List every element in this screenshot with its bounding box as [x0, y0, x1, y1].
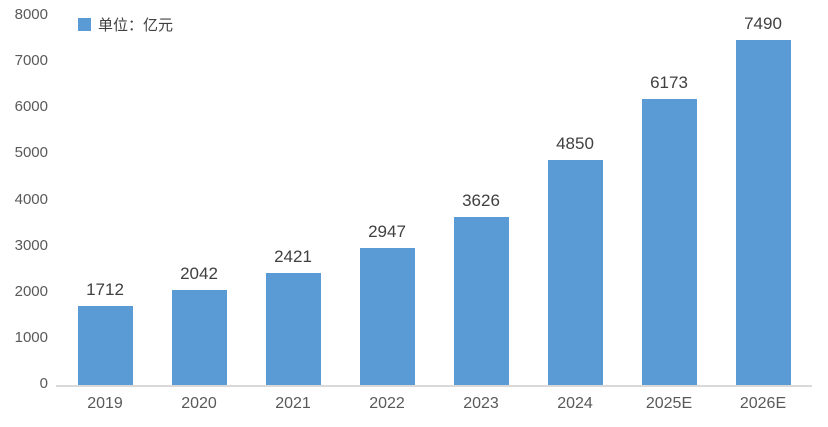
bar-group: 7490 — [716, 14, 810, 385]
x-tick-label: 2023 — [463, 395, 499, 412]
legend-swatch-icon — [78, 18, 91, 31]
y-tick-label: 4000 — [14, 190, 48, 208]
bar — [453, 216, 509, 385]
x-tick-label: 2021 — [275, 395, 311, 412]
plot-area: 1712 2042 2421 2947 3626 4850 6173 7490 — [58, 14, 810, 385]
y-axis: 8000 7000 6000 5000 4000 3000 2000 1000 0 — [0, 6, 48, 392]
y-tick-label: 5000 — [14, 144, 48, 162]
y-tick-label: 6000 — [14, 98, 48, 116]
bar — [265, 272, 321, 385]
x-axis: 2019 2020 2021 2022 2023 2024 2025E 2026… — [58, 395, 810, 413]
bar-value-label: 6173 — [650, 72, 688, 92]
bar — [547, 160, 603, 385]
legend-label: 单位：亿元 — [98, 17, 174, 34]
bar-group: 1712 — [58, 14, 152, 385]
bar-group: 4850 — [528, 14, 622, 385]
bar — [359, 248, 415, 385]
x-tick-label: 2020 — [181, 395, 217, 412]
x-tick-label: 2025E — [645, 395, 693, 412]
bar — [171, 290, 227, 385]
bar — [77, 305, 133, 385]
y-tick-label: 0 — [39, 375, 48, 392]
x-axis-line — [56, 385, 812, 387]
x-tick-label: 2022 — [369, 395, 405, 412]
y-tick-label: 3000 — [14, 236, 48, 254]
y-tick-label: 2000 — [14, 282, 48, 300]
bar-value-label: 2421 — [274, 246, 312, 266]
x-tick-label: 2026E — [739, 395, 787, 412]
y-tick-label: 1000 — [14, 328, 48, 346]
bar-value-label: 1712 — [86, 279, 124, 299]
bar-group: 3626 — [434, 14, 528, 385]
bar-group: 2947 — [340, 14, 434, 385]
bar-value-label: 2947 — [368, 222, 406, 242]
bar — [641, 98, 697, 385]
bar-group: 6173 — [622, 14, 716, 385]
bar-value-label: 7490 — [744, 14, 782, 33]
y-tick-label: 7000 — [14, 52, 48, 70]
bar-value-label: 2042 — [180, 264, 218, 284]
bar-value-label: 4850 — [556, 134, 594, 154]
bar — [735, 40, 791, 385]
legend: 单位：亿元 — [78, 14, 173, 35]
x-tick-label: 2024 — [557, 395, 593, 412]
x-tick-label: 2019 — [87, 395, 123, 412]
bar-value-label: 3626 — [462, 190, 500, 210]
bar-group: 2421 — [246, 14, 340, 385]
bar-group: 2042 — [152, 14, 246, 385]
y-tick-label: 8000 — [14, 6, 48, 23]
